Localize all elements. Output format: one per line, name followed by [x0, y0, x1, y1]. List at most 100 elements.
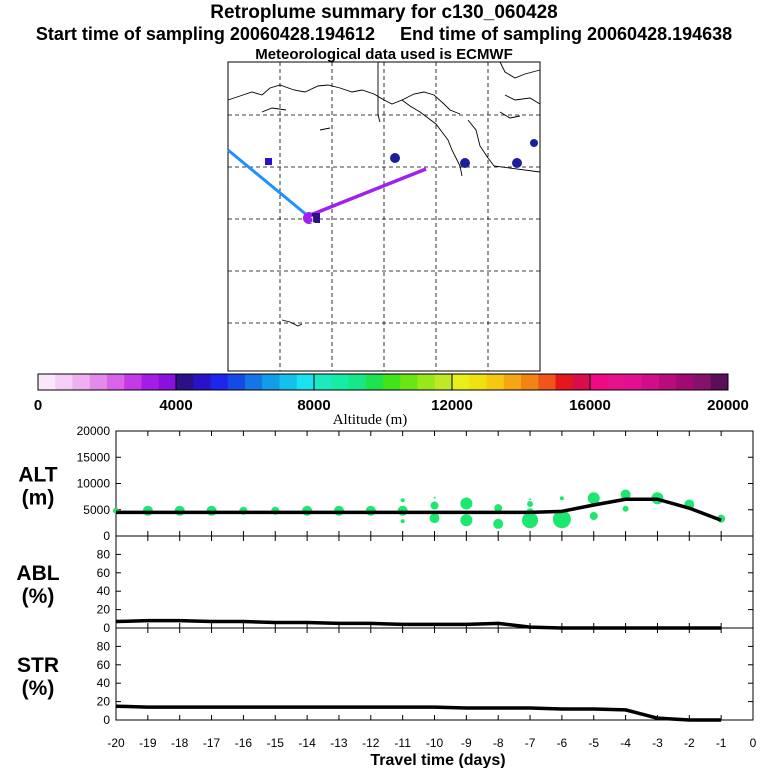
- panel-abl: 0 20 40 60 80 ABL(%): [16, 535, 754, 635]
- altitude-bubble: [494, 504, 503, 513]
- colorbar-swatch: [469, 374, 487, 390]
- altitude-bubble: [522, 512, 539, 529]
- colorbar-swatch: [141, 374, 160, 390]
- colorbar-tick-label: 4000: [159, 397, 192, 414]
- colorbar-swatch: [383, 374, 401, 390]
- x-tick-label: -17: [203, 736, 221, 750]
- colorbar-swatch: [693, 374, 712, 390]
- time-series-panels: 05000100001500020000ALT(m)020406080ABL(%…: [16, 424, 756, 768]
- y-tick-label: 40: [97, 676, 111, 690]
- panel-frame: [115, 535, 754, 629]
- x-tick-label: -5: [588, 736, 599, 750]
- y-axis-label-unit: (m): [22, 487, 55, 510]
- cluster-marker: [512, 158, 522, 168]
- cluster-marker: [390, 153, 400, 163]
- colorbar-tick-label: 12000: [431, 397, 473, 414]
- colorbar-swatch: [590, 374, 608, 390]
- x-tick-label: -12: [362, 736, 380, 750]
- series-line: [115, 704, 722, 722]
- altitude-bubble: [460, 514, 473, 527]
- y-tick-label: 40: [97, 584, 111, 598]
- sampling-time-subtitle: Start time of sampling 20060428.194612 E…: [35, 24, 733, 44]
- x-tick-label: -8: [493, 736, 504, 750]
- x-tick-label: -1: [716, 736, 727, 750]
- colorbar-tick-label: 0: [34, 397, 42, 414]
- colorbar-swatch: [279, 374, 298, 390]
- map-graticule: [228, 62, 540, 371]
- colorbar-swatch: [365, 374, 384, 390]
- x-tick-label: -20: [107, 736, 125, 750]
- y-tick-label: 0: [103, 529, 110, 543]
- x-tick-label: -18: [171, 736, 189, 750]
- x-tick-label: 0: [750, 736, 757, 750]
- y-axis-label: ABL: [16, 562, 59, 585]
- release-label: 1: [310, 215, 315, 225]
- y-tick-label: 10000: [77, 477, 111, 491]
- colorbar-swatch: [538, 374, 556, 390]
- altitude-bubble: [433, 496, 436, 499]
- colorbar-swatch: [503, 374, 522, 390]
- map-panel: 1: [227, 61, 541, 372]
- colorbar-swatch: [193, 374, 211, 390]
- chart-title: Retroplume summary for c130_060428: [210, 2, 558, 23]
- colorbar-swatch: [486, 374, 505, 390]
- altitude-bubble: [493, 518, 504, 529]
- colorbar-swatch: [38, 374, 56, 390]
- y-axis-label: ALT: [18, 464, 57, 487]
- colorbar-swatch: [641, 374, 660, 390]
- altitude-bubble: [400, 498, 405, 503]
- x-tick-label: -15: [267, 736, 285, 750]
- altitude-bubble: [622, 505, 629, 512]
- x-tick-label: -7: [525, 736, 536, 750]
- x-tick-label: -3: [652, 736, 663, 750]
- colorbar-swatch: [434, 374, 453, 390]
- altitude-bubble: [559, 496, 564, 501]
- altitude-bubble: [460, 497, 473, 510]
- cluster-marker: [530, 139, 538, 147]
- colorbar-swatch: [521, 374, 539, 390]
- series-line: [116, 497, 722, 522]
- colorbar-swatch: [158, 374, 177, 390]
- cluster-marker: [460, 158, 470, 168]
- altitude-bubble: [400, 519, 405, 524]
- colorbar-swatch: [55, 374, 73, 390]
- colorbar-swatch: [659, 374, 677, 390]
- y-tick-label: 60: [97, 658, 111, 672]
- colorbar-swatch: [314, 374, 332, 390]
- colorbar-swatch: [417, 374, 436, 390]
- x-tick-label: -4: [620, 736, 631, 750]
- trajectory-purple: [307, 167, 427, 218]
- y-tick-label: 5000: [83, 503, 110, 517]
- colorbar-tick-label: 8000: [297, 397, 330, 414]
- y-axis-label-unit: (%): [22, 677, 55, 700]
- release-box-marker: [312, 213, 320, 223]
- met-data-subtitle: Meteorological data used is ECMWF: [255, 46, 513, 63]
- y-tick-label: 80: [97, 639, 111, 653]
- colorbar-swatch: [572, 374, 591, 390]
- x-tick-label: -10: [426, 736, 444, 750]
- y-tick-label: 0: [103, 621, 110, 635]
- y-tick-label: 80: [97, 547, 111, 561]
- x-tick-label: -13: [330, 736, 348, 750]
- colorbar-swatch: [176, 374, 194, 390]
- colorbar-tick-label: 20000: [707, 397, 749, 414]
- colorbar-swatch: [72, 374, 91, 390]
- colorbar-swatch: [607, 374, 625, 390]
- altitude-bubble: [587, 492, 600, 505]
- altitude-bubble: [589, 512, 598, 521]
- x-tick-label: -2: [684, 736, 695, 750]
- y-axis-label-unit: (%): [22, 585, 55, 608]
- cluster-markers: [265, 139, 538, 168]
- colorbar-swatch: [262, 374, 280, 390]
- trajectory-blue: [227, 148, 309, 218]
- colorbar-swatch: [452, 374, 470, 390]
- y-tick-label: 60: [97, 566, 111, 580]
- colorbar-swatch: [107, 374, 125, 390]
- series-line: [115, 618, 722, 630]
- colorbar-swatch: [245, 374, 263, 390]
- x-tick-label: -9: [461, 736, 472, 750]
- altitude-colorbar: 0 4000 8000 12000 16000 20000 Altitude (m): [34, 373, 749, 428]
- colorbar-swatch: [296, 374, 315, 390]
